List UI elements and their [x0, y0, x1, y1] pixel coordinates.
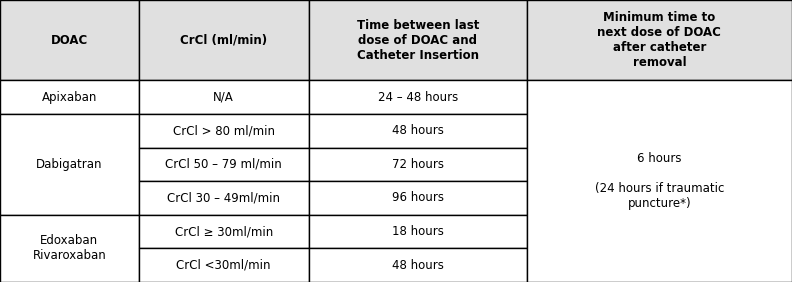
Bar	[0, 215, 139, 282]
Text: Dabigatran: Dabigatran	[36, 158, 102, 171]
Bar	[527, 0, 792, 80]
Bar	[309, 215, 527, 248]
Text: 18 hours: 18 hours	[392, 225, 444, 238]
Text: Minimum time to
next dose of DOAC
after catheter
removal: Minimum time to next dose of DOAC after …	[597, 11, 722, 69]
Text: CrCl (ml/min): CrCl (ml/min)	[180, 34, 268, 47]
Text: Time between last
dose of DOAC and
Catheter Insertion: Time between last dose of DOAC and Cathe…	[356, 19, 479, 62]
Text: CrCl <30ml/min: CrCl <30ml/min	[177, 259, 271, 272]
Bar	[139, 0, 309, 80]
Bar	[309, 147, 527, 181]
Text: 48 hours: 48 hours	[392, 124, 444, 137]
Text: Edoxaban
Rivaroxaban: Edoxaban Rivaroxaban	[32, 234, 106, 262]
Bar	[309, 114, 527, 147]
Text: CrCl ≥ 30ml/min: CrCl ≥ 30ml/min	[174, 225, 273, 238]
Text: N/A: N/A	[213, 91, 234, 104]
Text: 96 hours: 96 hours	[392, 191, 444, 204]
Bar	[0, 114, 139, 215]
Text: CrCl 30 – 49ml/min: CrCl 30 – 49ml/min	[167, 191, 280, 204]
Bar	[139, 248, 309, 282]
Text: 48 hours: 48 hours	[392, 259, 444, 272]
Text: CrCl 50 – 79 ml/min: CrCl 50 – 79 ml/min	[166, 158, 282, 171]
Text: 6 hours

(24 hours if traumatic
puncture*): 6 hours (24 hours if traumatic puncture*…	[595, 152, 724, 210]
Bar	[309, 80, 527, 114]
Bar	[527, 80, 792, 282]
Bar	[309, 181, 527, 215]
Bar	[309, 0, 527, 80]
Text: DOAC: DOAC	[51, 34, 88, 47]
Bar	[0, 80, 139, 114]
Bar	[139, 215, 309, 248]
Text: 24 – 48 hours: 24 – 48 hours	[378, 91, 458, 104]
Bar	[139, 80, 309, 114]
Text: CrCl > 80 ml/min: CrCl > 80 ml/min	[173, 124, 275, 137]
Bar	[139, 147, 309, 181]
Bar	[309, 248, 527, 282]
Bar	[139, 181, 309, 215]
Text: 72 hours: 72 hours	[392, 158, 444, 171]
Bar	[139, 114, 309, 147]
Bar	[0, 0, 139, 80]
Text: Apixaban: Apixaban	[42, 91, 97, 104]
